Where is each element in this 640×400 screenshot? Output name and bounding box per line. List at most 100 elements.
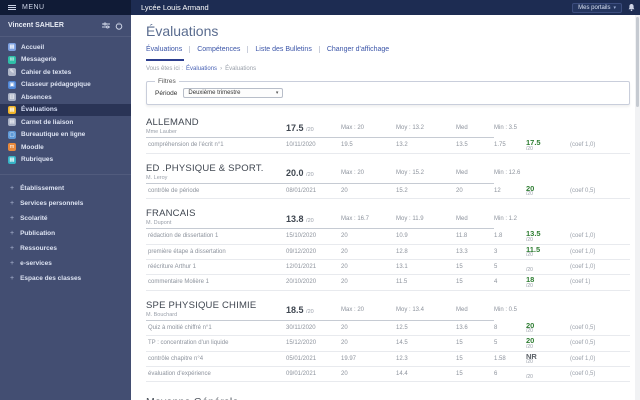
period-select[interactable]: Deuxième trimestre ▾ xyxy=(183,88,284,98)
evaluation-row[interactable]: rédaction de dissertation 1 15/10/2020 2… xyxy=(146,229,630,245)
grade-value: 18 xyxy=(526,275,535,284)
plus-icon: + xyxy=(10,260,15,267)
sidebar-item-label: Absences xyxy=(21,93,52,101)
evaluation-date: 15/12/2020 xyxy=(286,340,317,347)
sidebar-item-icon: ▦ xyxy=(8,105,16,114)
notifications-bell-icon[interactable] xyxy=(627,3,636,12)
sidebar-item[interactable]: ▢ Bureautique en ligne xyxy=(0,129,131,142)
sidebar-section[interactable]: + Publication xyxy=(0,226,131,241)
logout-power-icon[interactable] xyxy=(115,21,123,30)
evaluations-list: compréhension de l'écrit n°1 10/11/2020 … xyxy=(146,138,630,154)
evaluation-row[interactable]: évaluation d'expérience 09/01/2021 20 14… xyxy=(146,367,630,382)
scrollbar[interactable] xyxy=(635,15,640,400)
subject-average-value: 18.5 xyxy=(286,305,304,315)
evaluation-grade: 13.5 /20 xyxy=(526,229,570,244)
breadcrumb-current: Évaluations xyxy=(225,66,257,72)
sidebar-item[interactable]: ▥ Absences xyxy=(0,91,131,104)
caret-down-icon: ▾ xyxy=(613,4,616,11)
sidebar-item-icon: ▦ xyxy=(8,43,16,52)
evaluation-min: 3 xyxy=(494,248,498,255)
menu-label: MENU xyxy=(22,4,45,11)
tab[interactable]: Compétences xyxy=(190,46,249,53)
tab[interactable]: Évaluations xyxy=(146,46,191,53)
subject-block: ALLEMAND Mme Lauber 17.5 /20 Max : 20 Mo… xyxy=(146,115,630,154)
sidebar-item[interactable]: ▦ Évaluations xyxy=(0,103,131,116)
evaluation-med: 15 xyxy=(456,340,463,347)
evaluation-row[interactable]: réécriture Arthur 1 12/01/2021 20 13.1 1… xyxy=(146,260,630,275)
evaluation-moy: 15.2 xyxy=(396,187,408,194)
evaluation-date: 05/01/2021 xyxy=(286,355,317,362)
subject-teacher: M. Bouchard xyxy=(146,311,178,318)
sidebar-item-icon: ✎ xyxy=(8,68,16,77)
evaluation-name: première étape à dissertation xyxy=(148,248,226,255)
subject-block: ED .PHYSIQUE & SPORT. M. Leroy 20.0 /20 … xyxy=(146,161,630,199)
subject-average-denominator: /20 xyxy=(306,172,314,178)
sidebar-item-label: Carnet de liaison xyxy=(21,118,74,126)
evaluation-row[interactable]: commentaire Molière 1 20/10/2020 20 11.5… xyxy=(146,275,630,291)
evaluation-max: 20 xyxy=(341,371,348,377)
evaluation-row[interactable]: Quiz à moitié chiffré n°1 30/11/2020 20 … xyxy=(146,320,630,336)
subject-average: 18.5 /20 xyxy=(286,305,341,315)
plus-icon: + xyxy=(10,230,15,237)
sidebar-section[interactable]: + Ressources xyxy=(0,241,131,256)
school-name: Lycée Louis Armand xyxy=(141,3,209,12)
sidebar-item[interactable]: ✉ Messagerie xyxy=(0,54,131,67)
subject-average: 20.0 /20 xyxy=(286,168,341,178)
grade-value: NR xyxy=(526,351,537,361)
evaluation-moy: 13.2 xyxy=(396,142,408,149)
sidebar-section[interactable]: + Établissement xyxy=(0,181,131,196)
sidebar-item[interactable]: ▦ Accueil xyxy=(0,41,131,54)
sidebar-section[interactable]: + e-services xyxy=(0,256,131,271)
evaluation-row[interactable]: compréhension de l'écrit n°1 10/11/2020 … xyxy=(146,138,630,154)
sidebar-section[interactable]: + Services personnels xyxy=(0,196,131,211)
scrollbar-thumb[interactable] xyxy=(636,17,639,107)
plus-icon: + xyxy=(10,245,15,252)
sidebar-item[interactable]: ▣ Classeur pédagogique xyxy=(0,79,131,92)
evaluation-med: 13.3 xyxy=(456,248,468,255)
sidebar-item-label: Classeur pédagogique xyxy=(21,81,91,89)
evaluation-name: évaluation d'expérience xyxy=(148,371,211,377)
sidebar-item[interactable]: ✎ Cahier de textes xyxy=(0,66,131,79)
evaluations-list: contrôle de période 08/01/2021 20 15.2 2… xyxy=(146,183,630,199)
grade-value: 20 xyxy=(526,336,535,345)
portals-button[interactable]: Mes portails ▾ xyxy=(572,2,622,13)
tab[interactable]: Liste des Bulletins xyxy=(248,46,320,53)
breadcrumb-link[interactable]: Évaluations xyxy=(186,66,218,72)
sidebar-item[interactable]: ▦ Rubriques xyxy=(0,154,131,167)
evaluation-row[interactable]: première étape à dissertation 09/12/2020… xyxy=(146,245,630,260)
evaluation-max: 19.97 xyxy=(341,355,357,362)
tab[interactable]: Changer d'affichage xyxy=(326,46,390,53)
sidebar-section[interactable]: + Scolarité xyxy=(0,211,131,226)
stat-med: Med xyxy=(456,307,468,313)
evaluation-max: 20 xyxy=(341,233,348,240)
stat-max: Max : 16.7 xyxy=(341,215,370,222)
evaluation-row[interactable]: TP : concentration d'un liquide 15/12/20… xyxy=(146,336,630,352)
sidebar-item[interactable]: ▤ Carnet de liaison xyxy=(0,116,131,129)
evaluation-name: TP : concentration d'un liquide xyxy=(148,340,229,347)
select-caret-icon: ▾ xyxy=(275,90,279,96)
sidebar-item-label: Évaluations xyxy=(21,106,58,114)
evaluation-moy: 12.8 xyxy=(396,248,408,255)
general-title-cell: Moyenne Générale Vincent SAHLER xyxy=(146,396,286,400)
subject-title-cell: ED .PHYSIQUE & SPORT. M. Leroy xyxy=(146,163,286,184)
plus-icon: + xyxy=(10,185,15,192)
general-average-name: Moyenne Générale xyxy=(146,396,286,400)
subject-divider xyxy=(146,228,495,229)
grade-value: 20 xyxy=(526,320,535,330)
preferences-icon[interactable] xyxy=(102,22,110,30)
subject-average-denominator: /20 xyxy=(306,309,314,315)
subject-name: FRANCAIS xyxy=(146,208,196,219)
subject-header: SPE PHYSIQUE CHIMIE M. Bouchard 18.5 /20… xyxy=(146,298,630,321)
sidebar-item[interactable]: m Moodle xyxy=(0,141,131,154)
evaluation-row[interactable]: contrôle chapitre n°4 05/01/2021 19.97 1… xyxy=(146,351,630,367)
grade-value: 20 xyxy=(526,183,535,193)
evaluation-med: 13.5 xyxy=(456,142,468,149)
user-name: Vincent SAHLER xyxy=(8,22,64,29)
menu-bar[interactable]: MENU xyxy=(0,0,131,15)
stat-med: Med xyxy=(456,170,468,176)
sidebar-section[interactable]: + Espace des classes xyxy=(0,271,131,286)
evaluation-row[interactable]: contrôle de période 08/01/2021 20 15.2 2… xyxy=(146,183,630,199)
subjects-list: ALLEMAND Mme Lauber 17.5 /20 Max : 20 Mo… xyxy=(146,115,630,382)
evaluation-med: 15 xyxy=(456,264,463,270)
